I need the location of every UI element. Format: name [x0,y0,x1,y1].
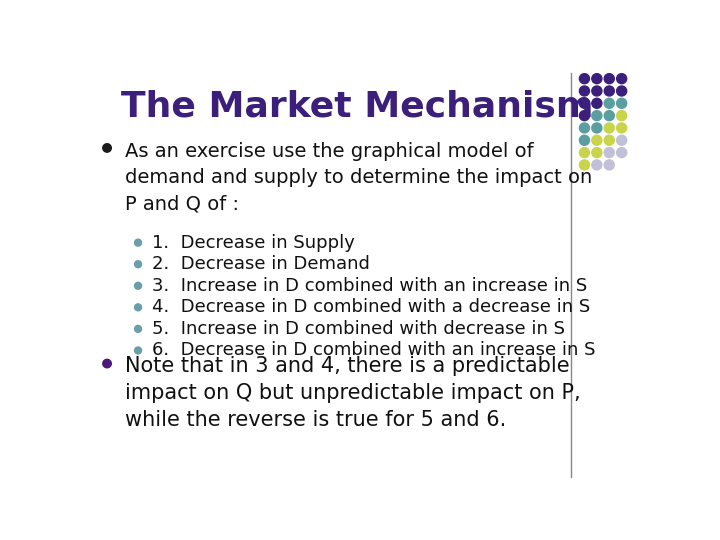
Circle shape [616,98,626,109]
Circle shape [604,98,614,109]
Circle shape [604,147,614,158]
Text: 5.  Increase in D combined with decrease in S: 5. Increase in D combined with decrease … [152,320,565,338]
Circle shape [604,135,614,145]
Text: 4.  Decrease in D combined with a decrease in S: 4. Decrease in D combined with a decreas… [152,298,590,316]
Circle shape [616,135,626,145]
Circle shape [592,147,602,158]
Circle shape [580,98,590,109]
Circle shape [103,359,112,368]
Text: The Market Mechanism: The Market Mechanism [121,90,593,124]
Text: 3.  Increase in D combined with an increase in S: 3. Increase in D combined with an increa… [152,277,588,295]
Text: 1.  Decrease in Supply: 1. Decrease in Supply [152,234,355,252]
Circle shape [616,73,626,84]
Circle shape [604,111,614,120]
Circle shape [135,326,142,333]
Circle shape [592,73,602,84]
Circle shape [604,86,614,96]
Circle shape [592,123,602,133]
Circle shape [604,160,614,170]
Circle shape [580,135,590,145]
Circle shape [580,160,590,170]
Circle shape [604,73,614,84]
Circle shape [616,111,626,120]
Circle shape [616,147,626,158]
Circle shape [135,282,142,289]
Circle shape [135,304,142,311]
Text: 6.  Decrease in D combined with an increase in S: 6. Decrease in D combined with an increa… [152,341,595,360]
Circle shape [580,111,590,120]
Circle shape [592,160,602,170]
Circle shape [580,147,590,158]
Circle shape [135,347,142,354]
Text: 2.  Decrease in Demand: 2. Decrease in Demand [152,255,370,273]
Circle shape [592,86,602,96]
Circle shape [592,98,602,109]
Circle shape [103,144,112,152]
Circle shape [580,86,590,96]
Text: Note that in 3 and 4, there is a predictable
impact on Q but unpredictable impac: Note that in 3 and 4, there is a predict… [125,356,580,430]
Circle shape [135,261,142,268]
Circle shape [592,135,602,145]
Circle shape [616,123,626,133]
Circle shape [604,123,614,133]
Circle shape [580,123,590,133]
Circle shape [580,73,590,84]
Circle shape [592,111,602,120]
Circle shape [616,86,626,96]
Text: As an exercise use the graphical model of
demand and supply to determine the imp: As an exercise use the graphical model o… [125,142,592,214]
Circle shape [135,239,142,246]
